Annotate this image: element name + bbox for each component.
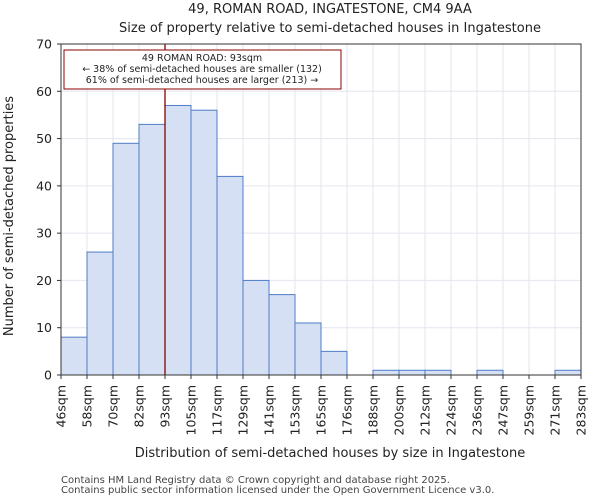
bar-165sqm	[320, 350, 348, 376]
annotation-box: 49 ROMAN ROAD: 93sqm ← 38% of semi-detac…	[63, 49, 342, 90]
x-tick-label: 117sqm	[210, 385, 225, 435]
y-tick-label: 40	[36, 178, 52, 193]
x-axis-ticks: 46sqm 58sqm 70sqm 82sqm 93sqm 105sqm 117sqm 129…	[54, 375, 589, 435]
bar-141sqm	[268, 294, 296, 376]
x-tick-label: 105sqm	[184, 385, 199, 435]
footer-copyright: Contains HM Land Registry data © Crown c…	[61, 475, 450, 486]
bar-153sqm	[294, 322, 322, 376]
x-tick-label: 247sqm	[496, 385, 511, 435]
bar-82sqm	[138, 123, 166, 376]
x-tick-label: 200sqm	[392, 385, 407, 435]
bar-236sqm	[476, 369, 504, 376]
bar-117sqm	[216, 175, 244, 376]
y-tick-label: 60	[36, 84, 52, 99]
y-tick-label: 20	[36, 273, 52, 288]
annotation-title: 49 ROMAN ROAD: 93sqm	[142, 53, 262, 64]
bar-46sqm	[60, 336, 88, 376]
x-tick-label: 153sqm	[288, 385, 303, 435]
x-tick-label: 93sqm	[158, 385, 173, 428]
y-tick-label: 30	[36, 226, 52, 241]
bar-188sqm	[372, 369, 400, 376]
bar-271sqm	[554, 369, 582, 376]
x-tick-label: 141sqm	[262, 385, 277, 435]
bar-200sqm	[398, 369, 426, 376]
y-axis-label: Number of semi-detached properties	[2, 96, 17, 336]
x-tick-label: 271sqm	[548, 385, 563, 435]
bar-58sqm	[86, 251, 114, 376]
x-tick-label: 176sqm	[340, 385, 355, 435]
x-tick-label: 283sqm	[574, 385, 589, 435]
y-tick-label: 0	[44, 368, 52, 383]
bar-129sqm	[242, 279, 270, 376]
x-tick-label: 82sqm	[132, 385, 147, 428]
y-tick-label: 70	[36, 37, 52, 52]
chart-subtitle: Size of property relative to semi-detach…	[119, 21, 541, 36]
x-axis-label: Distribution of semi-detached houses by …	[135, 446, 525, 461]
bar-93sqm	[164, 104, 192, 376]
y-axis-ticks: 0 10 20 30 40 50 60 70	[36, 37, 61, 383]
x-tick-label: 129sqm	[236, 385, 251, 435]
x-tick-label: 236sqm	[470, 385, 485, 435]
x-tick-label: 188sqm	[366, 385, 381, 435]
x-tick-label: 259sqm	[522, 385, 537, 435]
x-tick-label: 46sqm	[54, 385, 69, 428]
footer-licence: Contains public sector information licen…	[61, 485, 495, 496]
x-tick-label: 70sqm	[106, 385, 121, 428]
bar-105sqm	[190, 109, 218, 376]
chart-title: 49, ROMAN ROAD, INGATESTONE, CM4 9AA	[188, 2, 472, 17]
x-tick-label: 58sqm	[80, 385, 95, 428]
y-tick-label: 50	[36, 131, 52, 146]
annotation-smaller: ← 38% of semi-detached houses are smalle…	[82, 64, 322, 75]
x-tick-label: 224sqm	[444, 385, 459, 435]
bar-212sqm	[424, 369, 452, 376]
annotation-larger: 61% of semi-detached houses are larger (…	[86, 75, 319, 86]
annotation-frame	[63, 49, 342, 90]
x-tick-label: 165sqm	[314, 385, 329, 435]
bar-70sqm	[112, 142, 140, 376]
y-tick-label: 10	[36, 320, 52, 335]
bars	[60, 104, 582, 376]
x-tick-label: 212sqm	[418, 385, 433, 435]
